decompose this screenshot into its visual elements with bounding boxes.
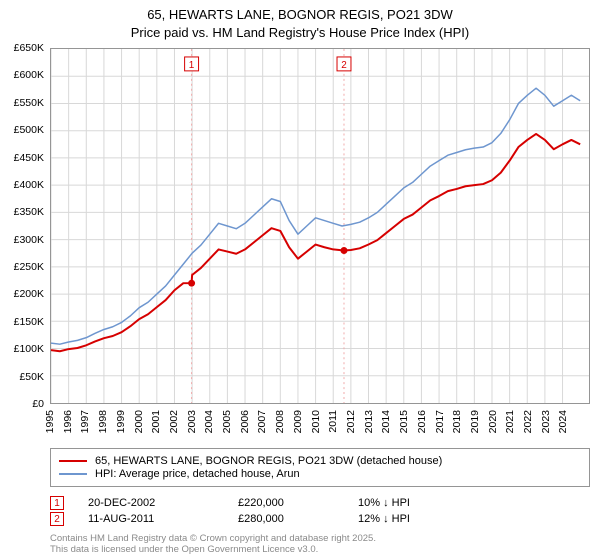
x-tick-label: 2002 [168,410,180,433]
legend-label: HPI: Average price, detached house, Arun [95,468,300,480]
x-tick-label: 2003 [186,410,198,433]
sale-row-marker: 2 [50,512,64,526]
sales-table: 1 20-DEC-2002£220,00010% ↓ HPI 2 11-AUG-201… [50,494,590,528]
x-tick-label: 2024 [557,410,569,433]
x-tick-label: 2015 [398,410,410,433]
y-tick-label: £400K [14,179,44,191]
y-tick-label: £0 [32,398,44,410]
x-tick-label: 2006 [239,410,251,433]
x-tick-label: 2011 [327,410,339,433]
chart-container: 65, HEWARTS LANE, BOGNOR REGIS, PO21 3DW… [0,0,600,560]
x-tick-label: 2008 [274,410,286,433]
x-tick-label: 2016 [416,410,428,433]
legend: 65, HEWARTS LANE, BOGNOR REGIS, PO21 3DW… [50,448,590,487]
sale-marker-1: 1 [189,60,195,71]
y-tick-label: £350K [14,206,44,218]
x-tick-label: 1997 [79,410,91,433]
sale-row: 1 20-DEC-2002£220,00010% ↓ HPI [50,496,590,510]
sale-row-marker: 1 [50,496,64,510]
x-tick-label: 2004 [203,410,215,433]
y-axis-labels: £0£50K£100K£150K£200K£250K£300K£350K£400… [0,48,48,404]
title-line-2: Price paid vs. HM Land Registry's House … [0,24,600,42]
sale-price: £280,000 [238,513,358,525]
y-tick-label: £250K [14,261,44,273]
y-tick-label: £500K [14,124,44,136]
sale-point-2 [341,247,348,254]
y-tick-label: £450K [14,152,44,164]
y-tick-label: £150K [14,316,44,328]
x-tick-label: 2000 [133,410,145,433]
footer-attribution: Contains HM Land Registry data © Crown c… [50,534,590,556]
chart-title: 65, HEWARTS LANE, BOGNOR REGIS, PO21 3DW… [0,0,600,41]
footer-line-2: This data is licensed under the Open Gov… [50,545,590,556]
legend-item: HPI: Average price, detached house, Arun [59,468,581,480]
x-tick-label: 2019 [469,410,481,433]
sale-date: 11-AUG-2011 [88,513,238,525]
y-tick-label: £50K [19,371,44,383]
plot-svg: 12 [51,49,589,403]
x-tick-label: 2012 [345,410,357,433]
legend-swatch [59,473,87,475]
sale-hpi-diff: 12% ↓ HPI [358,513,410,525]
y-tick-label: £600K [14,69,44,81]
sale-hpi-diff: 10% ↓ HPI [358,497,410,509]
x-tick-label: 1996 [62,410,74,433]
x-tick-label: 2010 [310,410,322,433]
x-tick-label: 2017 [434,410,446,433]
sale-marker-2: 2 [341,60,347,71]
x-tick-label: 1998 [97,410,109,433]
sale-row: 2 11-AUG-2011£280,00012% ↓ HPI [50,512,590,526]
sale-point-1 [188,280,195,287]
x-tick-label: 2014 [380,410,392,433]
y-tick-label: £650K [14,42,44,54]
title-line-1: 65, HEWARTS LANE, BOGNOR REGIS, PO21 3DW [0,6,600,24]
y-tick-label: £100K [14,343,44,355]
x-tick-label: 2020 [487,410,499,433]
legend-item: 65, HEWARTS LANE, BOGNOR REGIS, PO21 3DW… [59,455,581,467]
x-axis-labels: 1995199619971998199920002001200220032004… [50,406,590,446]
x-tick-label: 2018 [451,410,463,433]
x-tick-label: 1995 [44,410,56,433]
x-tick-label: 2005 [221,410,233,433]
plot-area: 12 [50,48,590,404]
x-tick-label: 2022 [522,410,534,433]
y-tick-label: £200K [14,288,44,300]
x-tick-label: 2021 [504,410,516,433]
x-tick-label: 2023 [540,410,552,433]
x-tick-label: 2013 [363,410,375,433]
legend-label: 65, HEWARTS LANE, BOGNOR REGIS, PO21 3DW… [95,455,442,467]
sale-date: 20-DEC-2002 [88,497,238,509]
legend-swatch [59,460,87,462]
sale-price: £220,000 [238,497,358,509]
x-tick-label: 2009 [292,410,304,433]
x-tick-label: 2001 [150,410,162,433]
x-tick-label: 1999 [115,410,127,433]
x-tick-label: 2007 [256,410,268,433]
y-tick-label: £300K [14,234,44,246]
y-tick-label: £550K [14,97,44,109]
